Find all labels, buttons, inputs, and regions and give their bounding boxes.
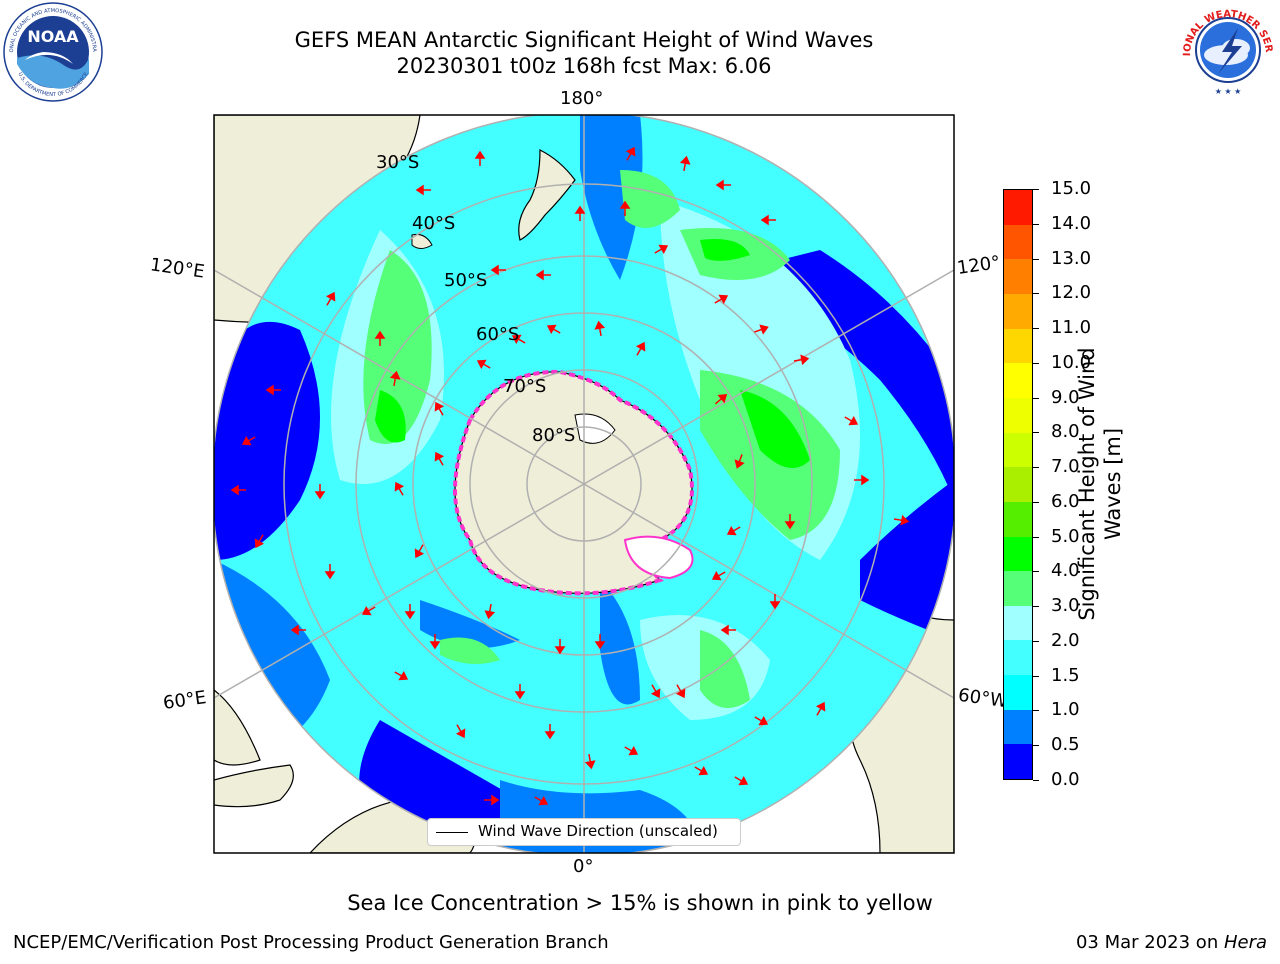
lat-label-50s: 50°S (444, 270, 488, 291)
colorbar-tick-mark (1033, 189, 1039, 190)
map-frame (213, 114, 955, 854)
colorbar-tick-mark (1033, 745, 1039, 747)
land-south-africa-tip (214, 689, 261, 766)
colorbar-tick-mark (1033, 258, 1039, 260)
colorbar-ticks: 0.0 0.5 1.0 1.5 2.0 3.0 4.0 5.0 6.0 7.0 8.0 9.0 10.0… (1033, 0, 1113, 960)
colorbar-tick-mark (1033, 223, 1039, 225)
colorbar-tick-label: 5.0 (1051, 525, 1080, 547)
colorbar-segment (1004, 328, 1032, 364)
footer-date-text: 03 Mar 2023 on (1075, 932, 1224, 953)
colorbar-tick-label: 12.0 (1051, 282, 1092, 304)
colorbar-tick-label: 0.0 (1051, 769, 1080, 790)
colorbar-segment (1004, 536, 1032, 572)
legend-line-swatch (436, 832, 468, 833)
lat-label-70s: 70°S (503, 376, 547, 397)
colorbar-segment (1004, 363, 1032, 398)
colorbar-tick-label: 7.0 (1051, 456, 1080, 478)
colorbar-tick-label: 14.0 (1051, 212, 1092, 234)
colorbar-segment (1004, 744, 1032, 779)
colorbar-tick-mark (1033, 397, 1039, 399)
colorbar-tick-mark (1033, 571, 1039, 573)
lat-label-60s: 60°S (476, 324, 520, 345)
svg-text:★ ★ ★: ★ ★ ★ (1215, 87, 1242, 96)
colorbar-tick-label: 11.0 (1051, 317, 1092, 339)
colorbar-tick-label: 8.0 (1051, 421, 1080, 443)
colorbar-tick-mark (1033, 362, 1039, 364)
colorbar-tick-label: 1.0 (1051, 699, 1080, 721)
colorbar-segment (1004, 605, 1032, 641)
colorbar-segment (1004, 294, 1032, 329)
colorbar-segment (1004, 432, 1032, 468)
colorbar-tick-mark (1033, 536, 1039, 538)
colorbar-tick-mark (1033, 675, 1039, 677)
colorbar-tick-label: 2.0 (1051, 629, 1080, 651)
colorbar-tick-mark (1033, 710, 1039, 712)
sea-ice-note: Sea Ice Concentration > 15% is shown in … (347, 891, 933, 915)
colorbar-tick-label: 15.0 (1051, 178, 1092, 199)
colorbar-tick-mark (1033, 432, 1039, 434)
colorbar-segment (1004, 640, 1032, 676)
footer-credit: NCEP/EMC/Verification Post Processing Pr… (13, 932, 609, 953)
colorbar-segment (1004, 467, 1032, 502)
colorbar-segment (1004, 224, 1032, 260)
lon-label-180: 180° (560, 88, 604, 109)
colorbar-segment (1004, 675, 1032, 710)
colorbar-label-line-2: Waves [m] (1101, 427, 1125, 541)
lat-label-80s: 80°S (532, 425, 576, 446)
noaa-logo-text: NOAA (27, 27, 79, 46)
lat-label-40s: 40°S (412, 213, 456, 234)
colorbar-tick-label: 9.0 (1051, 386, 1080, 408)
land-madagascar (214, 764, 294, 808)
colorbar-tick-mark (1033, 467, 1039, 469)
colorbar-segment (1004, 709, 1032, 745)
map-title: GEFS MEAN Antarctic Significant Height o… (0, 27, 1168, 79)
colorbar-tick-mark (1033, 501, 1039, 503)
colorbar-segment (1004, 571, 1032, 606)
colorbar-tick-label: 3.0 (1051, 595, 1080, 617)
nws-logo: NATIONAL WEATHER SERVICE ★ ★ ★ (1174, 0, 1278, 100)
colorbar-segment (1004, 397, 1032, 433)
sea-ice-edge (453, 369, 694, 596)
colorbar-tick-label: 6.0 (1051, 490, 1080, 512)
colorbar-tick-mark (1033, 606, 1039, 608)
colorbar-tick-mark (1033, 780, 1039, 781)
graticule (214, 115, 954, 853)
map-legend: Wind Wave Direction (unscaled) (427, 818, 741, 846)
colorbar-tick-label: 0.5 (1051, 734, 1080, 756)
footer-host: Hera (1223, 932, 1267, 953)
colorbar-tick-mark (1033, 640, 1039, 642)
colorbar-tick-label: 1.5 (1051, 664, 1080, 686)
colorbar-tick-label: 13.0 (1051, 247, 1092, 269)
legend-label: Wind Wave Direction (unscaled) (478, 822, 718, 840)
noaa-logo: NOAA NATIONAL OCEANIC AND ATMOSPHERIC AD… (0, 0, 103, 102)
footer-date: 03 Mar 2023 on Hera (1076, 932, 1267, 953)
title-line-1: GEFS MEAN Antarctic Significant Height o… (294, 28, 874, 52)
wave-height-field (214, 115, 954, 853)
wind-wave-arrows (230, 146, 910, 806)
colorbar-segment (1004, 259, 1032, 295)
colorbar-label-line-1: Significant Height of Wind (1075, 347, 1099, 621)
colorbar-tick-label: 10.0 (1051, 351, 1092, 373)
colorbar (1003, 189, 1033, 780)
colorbar-segment (1004, 190, 1032, 225)
colorbar-tick-mark (1033, 328, 1039, 330)
colorbar-segment (1004, 501, 1032, 537)
title-line-2: 20230301 t00z 168h fcst Max: 6.06 (396, 54, 772, 78)
colorbar-tick-label: 4.0 (1051, 560, 1080, 582)
lat-label-30s: 30°S (376, 152, 420, 173)
land-new-zealand (518, 149, 576, 241)
colorbar-tick-mark (1033, 293, 1039, 295)
lon-label-0: 0° (573, 856, 594, 877)
